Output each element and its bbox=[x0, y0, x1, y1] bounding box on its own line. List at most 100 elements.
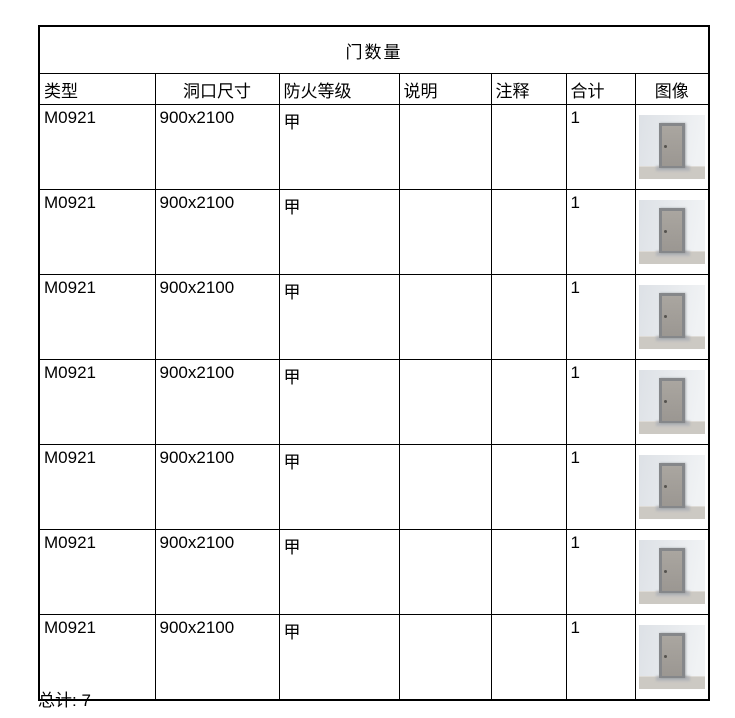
door-image-leaf bbox=[661, 636, 682, 676]
door-render-image bbox=[638, 455, 705, 519]
cell-comments bbox=[490, 614, 567, 701]
door-image-leaf bbox=[661, 466, 682, 506]
door-render-image bbox=[638, 540, 705, 604]
column-header-count: 合计 bbox=[565, 73, 636, 105]
door-image-shadow bbox=[655, 421, 690, 426]
cell-description bbox=[398, 189, 492, 275]
door-image-leaf bbox=[661, 551, 682, 591]
cell-size: 900x2100 bbox=[154, 444, 280, 530]
cell-type: M0921 bbox=[38, 189, 156, 275]
cell-image bbox=[634, 614, 710, 701]
cell-comments bbox=[490, 529, 567, 615]
door-image-leaf bbox=[661, 381, 682, 421]
cell-description bbox=[398, 104, 492, 190]
door-image-frame bbox=[658, 208, 685, 253]
column-header-comments: 注释 bbox=[490, 73, 567, 105]
table-row: M0921 900x2100 甲 1 bbox=[38, 529, 710, 615]
cell-type: M0921 bbox=[38, 444, 156, 530]
cell-size: 900x2100 bbox=[154, 359, 280, 445]
header-row: 类型 洞口尺寸 防火等级 说明 注释 合计 图像 bbox=[38, 73, 710, 105]
door-handle-icon bbox=[663, 315, 667, 318]
cell-image bbox=[634, 189, 710, 275]
door-image-leaf bbox=[661, 126, 682, 166]
door-image-shadow bbox=[655, 591, 690, 596]
door-schedule: 门数量 类型 洞口尺寸 防火等级 说明 注释 合计 图像 M0921 900x2100 甲 1 M… bbox=[38, 25, 711, 701]
total-count: 总计: 7 bbox=[38, 686, 91, 711]
cell-size: 900x2100 bbox=[154, 529, 280, 615]
door-handle-icon bbox=[663, 570, 667, 573]
cell-count: 1 bbox=[565, 359, 636, 445]
door-image-shadow bbox=[655, 336, 690, 341]
cell-image bbox=[634, 359, 710, 445]
table-row: M0921 900x2100 甲 1 bbox=[38, 359, 710, 445]
door-image-leaf bbox=[661, 296, 682, 336]
table-row: M0921 900x2100 甲 1 bbox=[38, 104, 710, 190]
column-header-fire-rating: 防火等级 bbox=[278, 73, 400, 105]
cell-count: 1 bbox=[565, 189, 636, 275]
door-schedule-table: 门数量 类型 洞口尺寸 防火等级 说明 注释 合计 图像 M0921 900x2100 甲 1 M… bbox=[38, 25, 711, 701]
column-header-type: 类型 bbox=[38, 73, 156, 105]
cell-fire_rating: 甲 bbox=[278, 614, 400, 701]
cell-description bbox=[398, 444, 492, 530]
door-image-shadow bbox=[655, 251, 690, 256]
cell-count: 1 bbox=[565, 529, 636, 615]
cell-fire_rating: 甲 bbox=[278, 359, 400, 445]
cell-count: 1 bbox=[565, 444, 636, 530]
cell-count: 1 bbox=[565, 274, 636, 360]
door-render-image bbox=[638, 115, 705, 179]
cell-image bbox=[634, 104, 710, 190]
cell-comments bbox=[490, 444, 567, 530]
cell-comments bbox=[490, 359, 567, 445]
cell-description bbox=[398, 359, 492, 445]
cell-description bbox=[398, 529, 492, 615]
door-render-image bbox=[638, 285, 705, 349]
total-label: 总计 bbox=[38, 691, 72, 710]
cell-image bbox=[634, 529, 710, 615]
cell-size: 900x2100 bbox=[154, 614, 280, 701]
door-handle-icon bbox=[663, 485, 667, 488]
door-render-image bbox=[638, 370, 705, 434]
total-separator: : bbox=[72, 691, 82, 710]
cell-fire_rating: 甲 bbox=[278, 444, 400, 530]
cell-fire_rating: 甲 bbox=[278, 529, 400, 615]
door-handle-icon bbox=[663, 655, 667, 658]
column-header-opening-size: 洞口尺寸 bbox=[154, 73, 280, 105]
title-row: 门数量 bbox=[38, 25, 710, 74]
cell-type: M0921 bbox=[38, 104, 156, 190]
door-image-frame bbox=[658, 633, 685, 678]
cell-type: M0921 bbox=[38, 274, 156, 360]
column-header-description: 说明 bbox=[398, 73, 492, 105]
door-image-frame bbox=[658, 463, 685, 508]
cell-fire_rating: 甲 bbox=[278, 274, 400, 360]
cell-count: 1 bbox=[565, 104, 636, 190]
cell-comments bbox=[490, 189, 567, 275]
cell-fire_rating: 甲 bbox=[278, 104, 400, 190]
door-image-leaf bbox=[661, 211, 682, 251]
cell-fire_rating: 甲 bbox=[278, 189, 400, 275]
cell-comments bbox=[490, 104, 567, 190]
door-image-shadow bbox=[655, 676, 690, 681]
door-image-shadow bbox=[655, 506, 690, 511]
cell-size: 900x2100 bbox=[154, 189, 280, 275]
table-row: M0921 900x2100 甲 1 bbox=[38, 189, 710, 275]
table-row: M0921 900x2100 甲 1 bbox=[38, 614, 710, 701]
column-header-image: 图像 bbox=[634, 73, 710, 105]
cell-image bbox=[634, 444, 710, 530]
cell-size: 900x2100 bbox=[154, 274, 280, 360]
door-handle-icon bbox=[663, 230, 667, 233]
door-render-image bbox=[638, 625, 705, 689]
door-handle-icon bbox=[663, 145, 667, 148]
cell-count: 1 bbox=[565, 614, 636, 701]
cell-type: M0921 bbox=[38, 359, 156, 445]
cell-image bbox=[634, 274, 710, 360]
door-image-frame bbox=[658, 378, 685, 423]
cell-type: M0921 bbox=[38, 529, 156, 615]
door-image-frame bbox=[658, 548, 685, 593]
schedule-title: 门数量 bbox=[38, 25, 710, 74]
cell-type: M0921 bbox=[38, 614, 156, 701]
cell-comments bbox=[490, 274, 567, 360]
cell-description bbox=[398, 614, 492, 701]
door-image-frame bbox=[658, 123, 685, 168]
door-handle-icon bbox=[663, 400, 667, 403]
cell-size: 900x2100 bbox=[154, 104, 280, 190]
